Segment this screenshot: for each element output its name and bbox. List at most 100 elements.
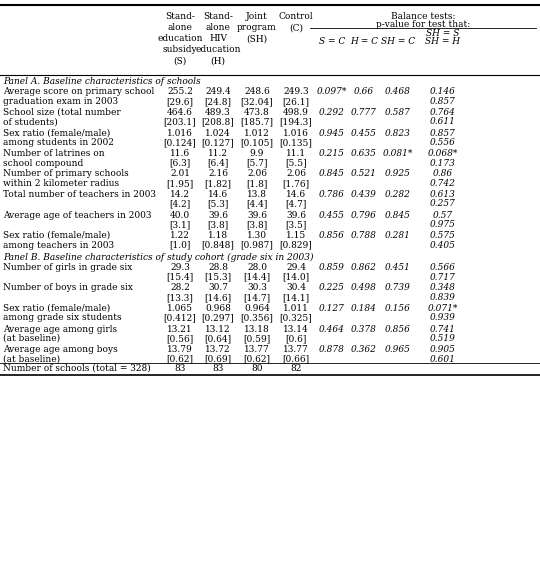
Text: 11.6: 11.6 xyxy=(170,149,190,158)
Text: [32.04]: [32.04] xyxy=(241,97,273,106)
Text: 11.1: 11.1 xyxy=(286,149,306,158)
Text: [14.0]: [14.0] xyxy=(282,272,309,281)
Text: 0.857: 0.857 xyxy=(430,128,456,137)
Text: 0.464: 0.464 xyxy=(319,324,345,333)
Text: [29.6]: [29.6] xyxy=(166,97,193,106)
Text: 0.856: 0.856 xyxy=(385,324,411,333)
Text: 0.587: 0.587 xyxy=(385,108,411,117)
Text: 0.521: 0.521 xyxy=(351,170,377,179)
Text: Panel A. Baseline characteristics of schools: Panel A. Baseline characteristics of sch… xyxy=(3,77,201,86)
Text: 0.575: 0.575 xyxy=(430,231,456,240)
Text: 0.455: 0.455 xyxy=(351,128,377,137)
Text: 0.566: 0.566 xyxy=(430,263,456,272)
Text: [1.0]: [1.0] xyxy=(170,241,191,250)
Text: 1.15: 1.15 xyxy=(286,231,306,240)
Text: [203.1]: [203.1] xyxy=(164,118,197,127)
Text: [6.4]: [6.4] xyxy=(207,159,228,167)
Text: 1.012: 1.012 xyxy=(244,128,270,137)
Text: School size (total number: School size (total number xyxy=(3,108,121,117)
Text: 13.14: 13.14 xyxy=(283,324,309,333)
Text: [26.1]: [26.1] xyxy=(282,97,309,106)
Text: 40.0: 40.0 xyxy=(170,211,190,219)
Text: 13.21: 13.21 xyxy=(167,324,193,333)
Text: [185.7]: [185.7] xyxy=(240,118,273,127)
Text: among grade six students: among grade six students xyxy=(3,314,122,323)
Text: 0.975: 0.975 xyxy=(430,220,456,229)
Text: [0.64]: [0.64] xyxy=(205,334,232,343)
Text: 0.939: 0.939 xyxy=(430,314,456,323)
Text: 1.011: 1.011 xyxy=(283,304,309,313)
Text: of students): of students) xyxy=(3,118,58,127)
Text: 248.6: 248.6 xyxy=(244,88,270,97)
Text: 0.601: 0.601 xyxy=(430,354,456,363)
Text: Average age of teachers in 2003: Average age of teachers in 2003 xyxy=(3,211,152,219)
Text: SH = H: SH = H xyxy=(426,37,461,46)
Text: 1.016: 1.016 xyxy=(167,128,193,137)
Text: 0.965: 0.965 xyxy=(385,345,411,354)
Text: 13.79: 13.79 xyxy=(167,345,193,354)
Text: [0.135]: [0.135] xyxy=(280,138,313,147)
Text: 39.6: 39.6 xyxy=(286,211,306,219)
Text: 0.405: 0.405 xyxy=(430,241,456,250)
Text: [14.7]: [14.7] xyxy=(244,293,271,302)
Text: 473.8: 473.8 xyxy=(244,108,270,117)
Text: 0.741: 0.741 xyxy=(430,324,456,333)
Text: 0.498: 0.498 xyxy=(351,284,377,293)
Text: Stand-
alone
education
subsidy
(S): Stand- alone education subsidy (S) xyxy=(157,12,202,66)
Text: 0.777: 0.777 xyxy=(351,108,377,117)
Text: 0.796: 0.796 xyxy=(351,211,377,219)
Text: Average score on primary school: Average score on primary school xyxy=(3,88,154,97)
Text: 498.9: 498.9 xyxy=(283,108,309,117)
Text: 30.4: 30.4 xyxy=(286,284,306,293)
Text: 0.786: 0.786 xyxy=(319,190,345,199)
Text: Panel B. Baseline characteristics of study cohort (grade six in 2003): Panel B. Baseline characteristics of stu… xyxy=(3,253,314,262)
Text: [24.8]: [24.8] xyxy=(205,97,232,106)
Text: Number of girls in grade six: Number of girls in grade six xyxy=(3,263,132,272)
Text: [0.66]: [0.66] xyxy=(282,354,309,363)
Text: [0.127]: [0.127] xyxy=(201,138,234,147)
Text: 0.292: 0.292 xyxy=(319,108,345,117)
Text: [1.8]: [1.8] xyxy=(246,179,268,188)
Text: 0.739: 0.739 xyxy=(385,284,411,293)
Text: 489.3: 489.3 xyxy=(205,108,231,117)
Text: 14.6: 14.6 xyxy=(286,190,306,199)
Text: 39.6: 39.6 xyxy=(247,211,267,219)
Text: 249.3: 249.3 xyxy=(283,88,309,97)
Text: 29.3: 29.3 xyxy=(170,263,190,272)
Text: [0.356]: [0.356] xyxy=(240,314,273,323)
Text: school compound: school compound xyxy=(3,159,83,167)
Text: 13.72: 13.72 xyxy=(205,345,231,354)
Text: 0.556: 0.556 xyxy=(430,138,456,147)
Text: 1.065: 1.065 xyxy=(167,304,193,313)
Text: 0.451: 0.451 xyxy=(385,263,411,272)
Text: p-value for test that:: p-value for test that: xyxy=(376,20,470,29)
Text: [194.3]: [194.3] xyxy=(280,118,312,127)
Text: [0.829]: [0.829] xyxy=(280,241,312,250)
Text: 0.66: 0.66 xyxy=(354,88,374,97)
Text: 0.856: 0.856 xyxy=(319,231,345,240)
Text: 1.30: 1.30 xyxy=(247,231,267,240)
Text: 0.57: 0.57 xyxy=(433,211,453,219)
Text: Joint
program
(SH): Joint program (SH) xyxy=(237,12,277,43)
Text: 0.611: 0.611 xyxy=(430,118,456,127)
Text: [0.56]: [0.56] xyxy=(166,334,194,343)
Text: 0.635: 0.635 xyxy=(351,149,377,158)
Text: 0.184: 0.184 xyxy=(351,304,377,313)
Text: Number of primary schools: Number of primary schools xyxy=(3,170,129,179)
Text: Control
(C): Control (C) xyxy=(279,12,313,32)
Text: 0.788: 0.788 xyxy=(351,231,377,240)
Text: 9.9: 9.9 xyxy=(250,149,264,158)
Text: [0.412]: [0.412] xyxy=(164,314,197,323)
Text: 0.281: 0.281 xyxy=(385,231,411,240)
Text: Total number of teachers in 2003: Total number of teachers in 2003 xyxy=(3,190,156,199)
Text: 0.613: 0.613 xyxy=(430,190,456,199)
Text: 14.6: 14.6 xyxy=(208,190,228,199)
Text: 0.455: 0.455 xyxy=(319,211,345,219)
Text: 0.925: 0.925 xyxy=(385,170,411,179)
Text: [5.5]: [5.5] xyxy=(285,159,307,167)
Text: 255.2: 255.2 xyxy=(167,88,193,97)
Text: Number of boys in grade six: Number of boys in grade six xyxy=(3,284,133,293)
Text: [0.987]: [0.987] xyxy=(240,241,273,250)
Text: [15.3]: [15.3] xyxy=(205,272,232,281)
Text: [14.6]: [14.6] xyxy=(205,293,232,302)
